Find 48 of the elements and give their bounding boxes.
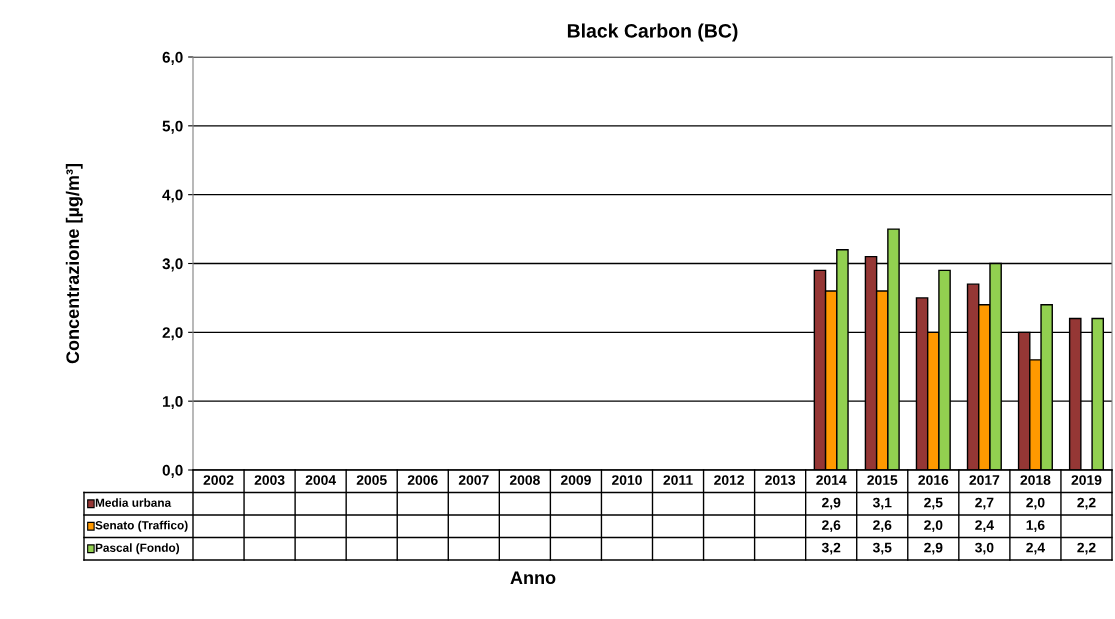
data-label: 2,2 bbox=[1077, 497, 1096, 510]
data-label: 3,2 bbox=[821, 542, 841, 555]
x-tick-label: 2010 bbox=[612, 475, 642, 485]
legend-label: Media urbana bbox=[95, 498, 172, 507]
data-label: 3,1 bbox=[872, 497, 892, 510]
data-label: 2,7 bbox=[975, 497, 994, 510]
y-tick-label: 0,0 bbox=[162, 464, 183, 478]
x-tick-label: 2013 bbox=[765, 475, 796, 485]
x-tick-label: 2018 bbox=[1020, 475, 1051, 485]
data-label: 2,0 bbox=[1026, 497, 1045, 510]
x-tick-label: 2012 bbox=[714, 475, 744, 485]
data-label: 3,5 bbox=[872, 542, 892, 555]
y-axis-title: Concentrazione [µg/m³] bbox=[65, 164, 83, 364]
y-tick-label: 2,0 bbox=[162, 327, 183, 341]
y-tick-label: 6,0 bbox=[162, 51, 183, 65]
x-axis-title: Anno bbox=[510, 571, 556, 585]
data-label: 2,4 bbox=[1026, 542, 1045, 555]
data-label: 2,5 bbox=[924, 497, 943, 510]
data-label: 2,6 bbox=[873, 520, 892, 532]
x-tick-label: 2015 bbox=[867, 475, 898, 485]
legend-label: Pascal (Fondo) bbox=[95, 543, 180, 555]
x-tick-label: 2004 bbox=[305, 475, 337, 485]
chart-title: Black Carbon (BC) bbox=[567, 23, 738, 42]
data-label: 2,4 bbox=[975, 520, 994, 532]
x-tick-label: 2003 bbox=[254, 475, 285, 485]
data-label: 2,6 bbox=[822, 520, 841, 532]
data-label: 2,9 bbox=[924, 542, 943, 555]
x-tick-label: 2017 bbox=[969, 475, 1000, 485]
x-tick-label: 2002 bbox=[203, 475, 234, 485]
x-tick-label: 2011 bbox=[663, 475, 693, 485]
y-tick-label: 5,0 bbox=[162, 120, 183, 134]
x-tick-label: 2007 bbox=[458, 475, 489, 485]
y-tick-label: 1,0 bbox=[163, 396, 183, 410]
x-tick-label: 2008 bbox=[509, 475, 540, 485]
y-tick-label: 4,0 bbox=[162, 189, 183, 203]
data-label: 2,9 bbox=[822, 497, 841, 510]
data-label: 2,0 bbox=[924, 520, 943, 532]
y-tick-label: 3,0 bbox=[162, 258, 183, 272]
x-tick-label: 2014 bbox=[816, 475, 847, 485]
data-label: 1,6 bbox=[1026, 520, 1045, 532]
x-tick-label: 2019 bbox=[1071, 475, 1102, 485]
x-tick-label: 2005 bbox=[356, 475, 387, 485]
x-tick-label: 2006 bbox=[407, 475, 438, 485]
x-tick-label: 2016 bbox=[918, 475, 949, 485]
legend-label: Senato (Traffico) bbox=[95, 520, 188, 532]
data-label: 3,0 bbox=[975, 542, 994, 555]
data-label: 2,2 bbox=[1077, 542, 1096, 555]
x-tick-label: 2009 bbox=[560, 475, 591, 485]
